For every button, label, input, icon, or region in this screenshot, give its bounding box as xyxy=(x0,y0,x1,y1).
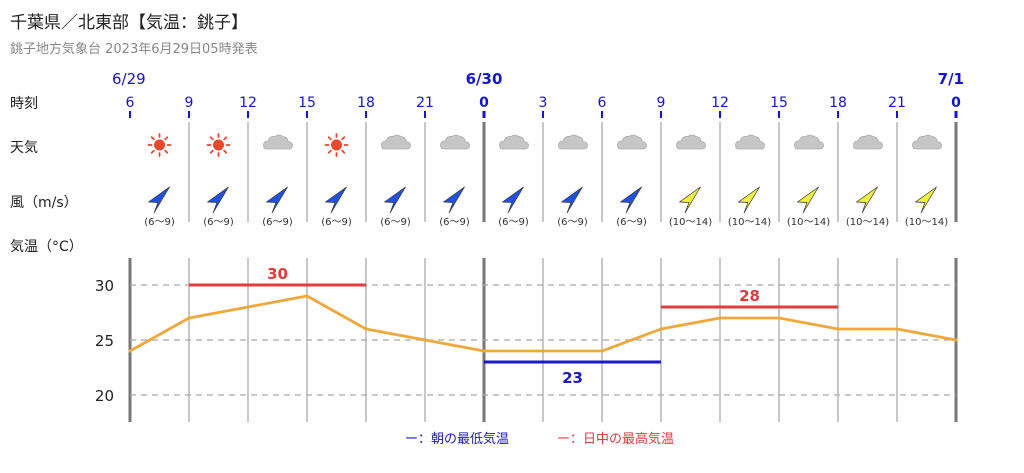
date-label: 6/29 xyxy=(112,70,146,88)
temperature-point xyxy=(659,327,663,331)
cloud-icon xyxy=(794,134,824,150)
sun-icon xyxy=(206,133,231,157)
wind-range-label: (10〜14) xyxy=(787,217,830,228)
hour-label: 12 xyxy=(239,95,257,111)
wind-arrow-icon xyxy=(325,186,347,214)
temperature-point xyxy=(777,316,781,320)
wind-range-label: (6〜9) xyxy=(498,217,529,228)
temperature-point xyxy=(600,349,604,353)
hour-label: 12 xyxy=(711,95,729,111)
hour-label: 15 xyxy=(770,95,788,111)
wind-arrow-icon xyxy=(561,186,583,214)
wind-range-label: (6〜9) xyxy=(321,217,352,228)
cloud-icon xyxy=(263,134,293,150)
temperature-point xyxy=(128,349,132,353)
max-temp-label: 30 xyxy=(267,265,288,283)
wind-range-label: (6〜9) xyxy=(439,217,470,228)
temperature-point xyxy=(482,349,486,353)
hour-label: 6 xyxy=(598,95,607,111)
cloud-icon xyxy=(676,134,706,150)
page-title: 千葉県／北東部【気温：銚子】 xyxy=(10,13,248,33)
wind-range-label: (10〜14) xyxy=(669,217,712,228)
date-label: 7/1 xyxy=(938,70,964,88)
legend-min-temp: ー：朝の最低気温 xyxy=(405,431,509,447)
wind-range-label: (6〜9) xyxy=(380,217,411,228)
wind-arrow-icon xyxy=(620,186,642,214)
temperature-point xyxy=(364,327,368,331)
wind-arrow-icon xyxy=(797,186,819,214)
temperature-point xyxy=(836,327,840,331)
issuer-subtitle: 銚子地方気象台 2023年6月29日05時発表 xyxy=(10,42,258,57)
sun-icon xyxy=(324,133,349,157)
time-row-label: 時刻 xyxy=(10,96,38,112)
temperature-point xyxy=(954,338,958,342)
temperature-point xyxy=(246,305,250,309)
wind-arrow-icon xyxy=(502,186,524,214)
cloud-icon xyxy=(912,134,942,150)
hour-label: 18 xyxy=(829,95,847,111)
temperature-point xyxy=(305,294,309,298)
weather-row-label: 天気 xyxy=(10,140,38,156)
wind-range-label: (6〜9) xyxy=(616,217,647,228)
hour-label: 0 xyxy=(951,95,961,111)
wind-arrow-icon xyxy=(148,186,170,214)
wind-arrow-icon xyxy=(207,186,229,214)
wind-range-label: (10〜14) xyxy=(905,217,948,228)
hour-label: 21 xyxy=(888,95,906,111)
cloud-icon xyxy=(440,134,470,150)
temperature-point xyxy=(423,338,427,342)
legend-max-temp: ー：日中の最高気温 xyxy=(557,431,674,447)
cloud-icon xyxy=(558,134,588,150)
y-tick-label: 30 xyxy=(95,277,114,295)
wind-range-label: (6〜9) xyxy=(144,217,175,228)
sun-icon xyxy=(147,133,172,157)
hour-label: 0 xyxy=(479,95,489,111)
hour-label: 3 xyxy=(539,95,548,111)
y-tick-label: 20 xyxy=(95,387,114,405)
wind-range-label: (6〜9) xyxy=(203,217,234,228)
temperature-point xyxy=(895,327,899,331)
hour-label: 6 xyxy=(126,95,135,111)
hour-label: 9 xyxy=(657,95,666,111)
cloud-icon xyxy=(853,134,883,150)
hour-label: 18 xyxy=(357,95,375,111)
temperature-point xyxy=(541,349,545,353)
wind-arrow-icon xyxy=(266,186,288,214)
cloud-icon xyxy=(381,134,411,150)
max-temp-label: 28 xyxy=(739,287,760,305)
temperature-point xyxy=(187,316,191,320)
date-label: 6/30 xyxy=(466,70,503,88)
wind-arrow-icon xyxy=(384,186,406,214)
wind-range-label: (6〜9) xyxy=(262,217,293,228)
hour-label: 15 xyxy=(298,95,316,111)
wind-arrow-icon xyxy=(915,186,937,214)
wind-row-label: 風（m/s） xyxy=(10,195,78,211)
hour-label: 21 xyxy=(416,95,434,111)
cloud-icon xyxy=(499,134,529,150)
temp-row-label: 気温（°C） xyxy=(10,239,83,255)
wind-range-label: (6〜9) xyxy=(557,217,588,228)
y-tick-label: 25 xyxy=(95,332,114,350)
cloud-icon xyxy=(735,134,765,150)
temperature-point xyxy=(718,316,722,320)
hour-label: 9 xyxy=(185,95,194,111)
wind-range-label: (10〜14) xyxy=(846,217,889,228)
cloud-icon xyxy=(617,134,647,150)
wind-arrow-icon xyxy=(738,186,760,214)
wind-range-label: (10〜14) xyxy=(728,217,771,228)
min-temp-label: 23 xyxy=(562,369,583,387)
wind-arrow-icon xyxy=(443,186,465,214)
wind-arrow-icon xyxy=(679,186,701,214)
wind-arrow-icon xyxy=(856,186,878,214)
